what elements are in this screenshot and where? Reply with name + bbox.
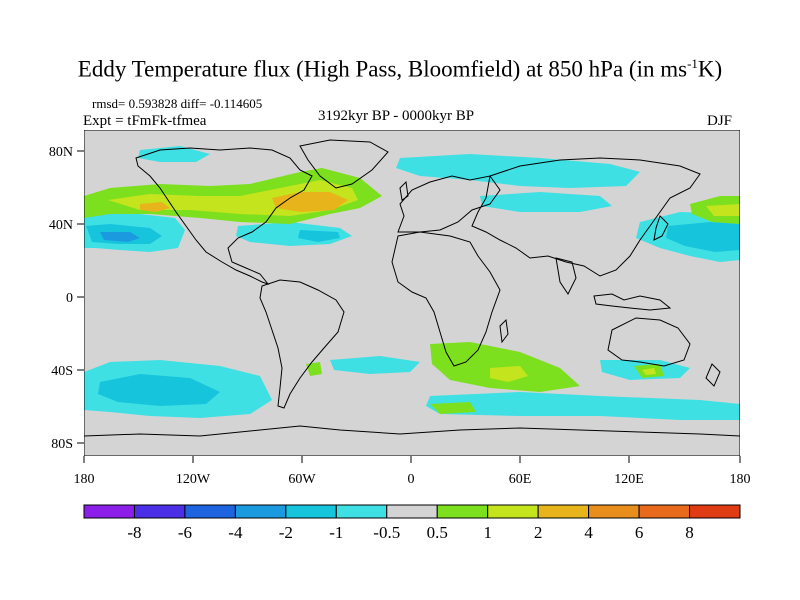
y-tick-label: 80S [51,437,73,452]
north-pacific-west-core [666,222,740,252]
period-annotation: 3192kyr BP - 0000kyr BP [318,108,475,124]
y-tick-label: 40N [49,218,73,233]
colorbar-box [487,504,539,519]
colorbar-box [436,504,489,519]
north-america-coast [135,147,313,286]
japan-coast [653,215,669,241]
colorbar-label: 8 [685,523,694,542]
season-annotation: DJF [707,113,733,129]
x-tick-label: 0 [408,472,415,487]
colorbar-box [234,504,287,519]
x-tick-label: 120W [176,472,211,487]
arctic-negative [138,146,210,162]
colorbar-box [335,504,388,519]
colorbar-box [83,504,135,519]
north-pacific-orange [140,202,170,212]
colorbar-box [386,504,438,519]
title-suffix: K) [697,56,723,82]
positive-flux-fields [84,168,740,414]
colorbar-label: 6 [635,523,644,542]
colorbar-label: 1 [483,523,492,542]
colorbar-label: -0.5 [373,523,400,542]
india-coast [555,257,577,295]
south-africa-yellow [490,366,528,382]
title-main: Eddy Temperature flux (High Pass, Bloomf… [77,56,688,82]
x-tick-labels: 180 120W 60W 0 60E 120E 180 [74,472,751,487]
x-tick-label: 180 [74,472,95,487]
title-superscript: -1 [687,56,698,71]
north-pacific-east-core-dark [100,232,140,242]
experiment-annotation: Expt = tFmFk-tfmea [83,113,207,129]
colorbar-box [133,504,186,519]
colorbar-labels: -8 -6 -4 -2 -1 -0.5 0.5 1 2 4 6 8 [127,523,693,542]
southern-pacific-core [98,374,220,406]
north-pacific-west-yellow [706,204,740,216]
x-tick-label: 60W [288,472,316,487]
australia-coast [607,317,691,367]
indonesia-coast [593,293,672,311]
colorbar-box [285,504,337,519]
colorbar-label: 4 [584,523,593,542]
eurasia-north-negative [396,154,640,188]
greenland-coast [299,139,389,189]
colorbar-box [184,504,236,519]
antarctica-coast [84,425,740,437]
colorbar-box [638,504,691,519]
y-tick-label: 0 [66,291,73,306]
colorbar [83,504,741,519]
stats-annotation: rmsd= 0.593828 diff= -0.114605 [92,96,263,111]
colorbar-label: -1 [329,523,343,542]
colorbar-box [689,504,741,519]
coastlines [84,139,740,437]
madagascar-coast [499,318,509,344]
axis-ticks [77,150,741,463]
y-tick-label: 80N [49,145,73,160]
colorbar-label: 0.5 [427,523,448,542]
tasman-yellow [642,368,656,375]
asia-coast [471,157,701,277]
southern-ocean-positive [430,402,476,414]
x-tick-label: 120E [614,472,644,487]
colorbar-label: -2 [279,523,293,542]
south-america-coast [259,279,345,409]
colorbar-label: -4 [228,523,243,542]
uk-coast [399,180,409,201]
africa-coast [391,231,501,367]
map-panel [84,130,740,456]
south-atlantic-negative [330,356,420,374]
y-tick-label: 40S [51,364,73,379]
argentina-positive [306,362,322,376]
north-atlantic-south-core [298,230,340,242]
colorbar-box [588,504,640,519]
colorbar-label: -6 [178,523,192,542]
map-title: Eddy Temperature flux (High Pass, Bloomf… [0,56,800,83]
south-indian-negative [426,392,740,420]
colorbar-label: 2 [534,523,543,542]
eurasia-south-negative [480,192,612,212]
x-tick-label: 180 [730,472,751,487]
colorbar-label: -8 [127,523,141,542]
colorbar-box [537,504,590,519]
y-tick-labels: 80N 40N 0 40S 80S [49,145,73,452]
x-tick-label: 60E [509,472,532,487]
new-zealand-coast [705,363,721,387]
